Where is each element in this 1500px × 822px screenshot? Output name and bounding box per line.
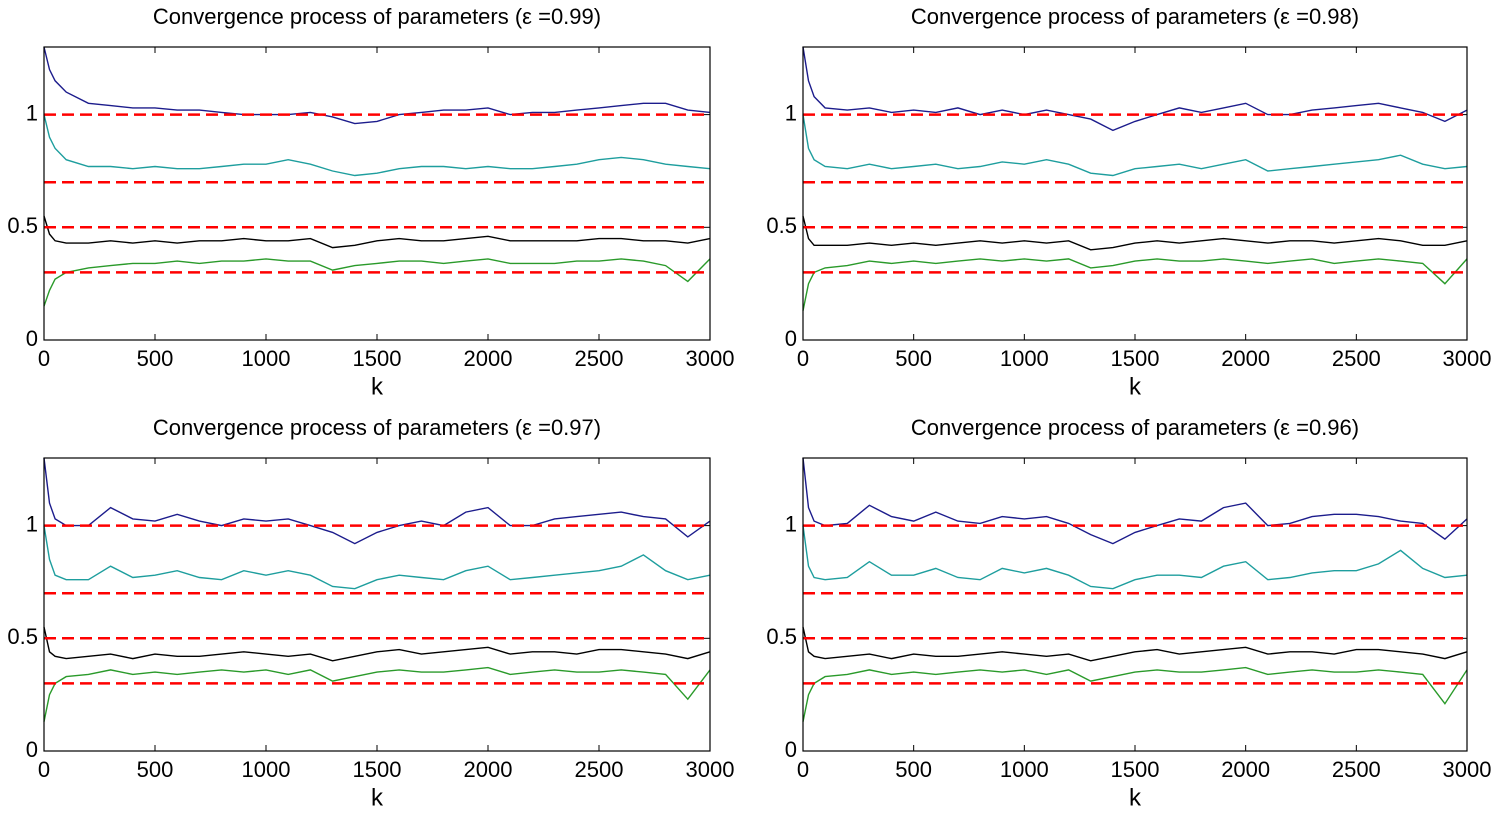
plot-frame xyxy=(802,46,1468,341)
plot-background xyxy=(44,47,710,340)
plot-background xyxy=(44,458,710,751)
series-line xyxy=(802,626,1468,662)
x-tick-label: 3000 xyxy=(686,346,735,371)
x-tick-label: 2500 xyxy=(575,346,624,371)
y-tick-label: 0.5 xyxy=(7,624,38,649)
series-line xyxy=(43,457,711,545)
x-tick-label: 1500 xyxy=(353,346,402,371)
x-tick-label: 0 xyxy=(38,757,50,782)
y-tick-label: 0.5 xyxy=(7,213,38,238)
x-tick-label: 2000 xyxy=(464,346,513,371)
x-tick-label: 500 xyxy=(137,757,174,782)
series-line xyxy=(43,525,711,590)
plot-frame xyxy=(43,457,711,752)
y-tick-label: 1 xyxy=(26,100,38,125)
x-tick-label: 1500 xyxy=(353,757,402,782)
x-axis-label: k xyxy=(371,784,384,811)
x-axis-label: k xyxy=(1129,784,1142,811)
series-line xyxy=(802,457,1468,545)
series-line xyxy=(802,525,1468,590)
series-line xyxy=(43,46,711,125)
x-tick-label: 1000 xyxy=(242,757,291,782)
x-tick-label: 2500 xyxy=(1332,757,1381,782)
series-line xyxy=(43,215,711,249)
series-line xyxy=(802,258,1468,311)
plot-frame xyxy=(43,46,711,341)
x-tick-label: 500 xyxy=(137,346,174,371)
x-tick-label: 1500 xyxy=(1111,757,1160,782)
x-tick-label: 500 xyxy=(895,346,932,371)
series-line xyxy=(802,666,1468,722)
x-tick-label: 0 xyxy=(38,346,50,371)
plot-background xyxy=(803,47,1467,340)
x-axis-label: k xyxy=(371,373,384,400)
x-tick-label: 2000 xyxy=(464,757,513,782)
plot-background xyxy=(803,458,1467,751)
x-tick-label: 3000 xyxy=(1443,346,1492,371)
x-tick-label: 2000 xyxy=(1221,346,1270,371)
series-line xyxy=(43,114,711,177)
chart-title: Convergence process of parameters (ε =0.… xyxy=(911,415,1359,440)
series-line xyxy=(43,258,711,307)
x-tick-label: 3000 xyxy=(686,757,735,782)
series-line xyxy=(802,215,1468,251)
y-tick-label: 1 xyxy=(26,511,38,536)
y-tick-label: 0 xyxy=(785,326,797,351)
x-tick-label: 1500 xyxy=(1111,346,1160,371)
x-tick-label: 2000 xyxy=(1221,757,1270,782)
x-tick-label: 1000 xyxy=(1000,346,1049,371)
series-line xyxy=(802,114,1468,177)
y-tick-label: 0 xyxy=(26,737,38,762)
y-tick-label: 0 xyxy=(26,326,38,351)
x-axis-label: k xyxy=(1129,373,1142,400)
x-tick-label: 1000 xyxy=(242,346,291,371)
x-tick-label: 2500 xyxy=(1332,346,1381,371)
series-line xyxy=(43,666,711,722)
x-tick-label: 0 xyxy=(797,346,809,371)
x-tick-label: 500 xyxy=(895,757,932,782)
y-tick-label: 0.5 xyxy=(766,213,797,238)
plot-frame xyxy=(802,457,1468,752)
chart-title: Convergence process of parameters (ε =0.… xyxy=(153,415,601,440)
x-tick-label: 2500 xyxy=(575,757,624,782)
x-tick-label: 0 xyxy=(797,757,809,782)
y-tick-label: 1 xyxy=(785,511,797,536)
chart-title: Convergence process of parameters (ε =0.… xyxy=(911,4,1359,29)
x-tick-label: 3000 xyxy=(1443,757,1492,782)
y-tick-label: 1 xyxy=(785,100,797,125)
y-tick-label: 0 xyxy=(785,737,797,762)
chart-title: Convergence process of parameters (ε =0.… xyxy=(153,4,601,29)
series-line xyxy=(802,46,1468,132)
x-tick-label: 1000 xyxy=(1000,757,1049,782)
series-line xyxy=(43,626,711,662)
y-tick-label: 0.5 xyxy=(766,624,797,649)
